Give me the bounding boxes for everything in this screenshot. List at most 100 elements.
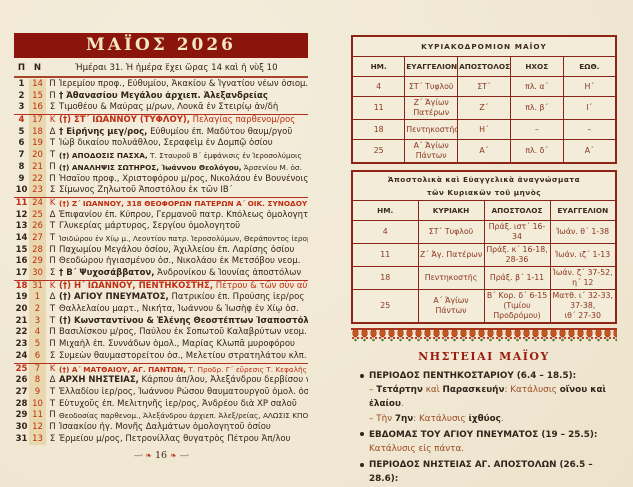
calendar-day-row: 13 26 Τ Γλυκερίας μάρτυρος, Σεργίου ὁμολογη… — [14, 221, 308, 233]
feast-name-rest: Πελαγίας παρθενομ/ρος — [189, 115, 296, 126]
weekday-letter: Π — [49, 79, 56, 89]
calendar-day-row: 10 23 Σ Σίμωνος Ζηλωτοῦ Ἀποστόλου ἐκ τῶν ΙΒ… — [14, 185, 308, 197]
old-style-date: 25 — [15, 363, 28, 374]
feast-text: (†) ΑΓΙΟΥ ΠΝΕΥΜΑΤΟΣ, Πατρικίου ἐπ. Προύσ… — [59, 292, 308, 304]
feast-text: (†) Κωνσταντίνου & Ἑλένης Θεοστέπτων Ἰσα… — [59, 316, 308, 328]
weekday-letter: Π — [49, 410, 56, 421]
calendar-day-row: 5 18 Δ † Εἰρήνης μεγ/ρος, Εὐθυμίου ἐπ. Μαδύ… — [14, 126, 308, 139]
feast-text: Ἐπιφανίου ἐπ. Κύπρου, Γερμανοῦ πατρ. Κπό… — [59, 210, 308, 222]
weekday-letter: Σ — [49, 350, 56, 361]
calendar-day-row: 8 21 Π (†) ΑΝΑΛΗΨΙΣ ΣΩΤΗΡΟΣ, Ἰωάννου Θεολόγ… — [14, 161, 308, 174]
weekday-letter: Τ — [49, 232, 56, 243]
old-style-date: 1 — [18, 79, 25, 89]
feast-name-rest: Βασιλίσκου μ/ρος, Παύλου ἐκ Σοπωτοῦ Καλα… — [59, 327, 307, 338]
floral-ornament-band-top — [351, 328, 617, 342]
footer-leaf-icon: ❧ — [145, 451, 152, 461]
page-number-left: —· ❧ 16 ❧ —· — [14, 450, 308, 461]
calendar-page: ΜΑΪΟΣ 2026 Π Ν Ἡμέραι 31. Ἡ ἡμέρα ἔχει ὥ… — [14, 33, 308, 487]
table-cell: Ἰωάν. ιζ΄ 1-13 — [549, 243, 617, 267]
fasting-section-title: ΝΗΣΤΕΙΑΙ ΜΑΪΟΥ — [418, 350, 550, 363]
table-cell: ΣΤ΄ Τυφλοῦ — [417, 220, 485, 244]
old-calendar-column-label: Π — [17, 62, 26, 73]
feast-name-bold: (†) Ζ΄ ΙΩΑΝΝΟΥ, 318 ΘΕΟΦΟΡΩΝ ΠΑΤΕΡΩΝ Α΄ … — [59, 198, 308, 208]
page-number-left-value: 16 — [154, 450, 168, 462]
weekday-letter: Κ — [49, 363, 56, 374]
old-style-date: 20 — [15, 304, 28, 315]
new-style-date: 20 — [29, 150, 46, 162]
feast-name-bold: (†) Η΄ ΙΩΑΝΝΟΥ, ΠΕΝΤΗΚΟΣΤΗΣ, — [59, 280, 214, 291]
new-style-date: 19 — [29, 138, 46, 151]
table-cell: 18 — [351, 266, 419, 290]
new-style-date: 1 — [29, 292, 46, 305]
old-style-date: 7 — [18, 150, 25, 161]
weekday-letter: Π — [49, 339, 56, 350]
feast-name-bold: (†) ΑΝΑΛΗΨΙΣ ΣΩΤΗΡΟΣ, Ἰωάννου Θεολόγου, — [59, 162, 242, 172]
table-column-header: ΗΜ. — [351, 56, 406, 77]
feast-name-rest: Ἐπιφανίου ἐπ. Κύπρου, Γερμανοῦ πατρ. Κπό… — [59, 209, 308, 220]
new-style-date: 5 — [29, 339, 46, 351]
fasting-rule-text: . — [400, 399, 404, 410]
fasting-rules-list: ΠΕΡΙΟΔΟΣ ΠΕΝΤΗΚΟΣΤΑΡΙΟΥ (6.4 – 18.5): – Τ… — [351, 369, 617, 487]
feast-text: Ἡσαΐου προφ., Χριστοφόρου μ/ρος, Νικολάο… — [59, 174, 308, 186]
feast-name-rest: Θεοδώρου ἡγιασμένου ὁσ., Νικολάου ἐκ Μετ… — [59, 256, 301, 267]
weekday-letter: Δ — [49, 209, 56, 220]
calendar-day-row: 7 20 Τ (†) ΑΠΟΔΟΣΙΣ ΠΑΣΧΑ, Τ. Σταυροῦ Β΄ ἐμ… — [14, 150, 308, 162]
new-style-date: 24 — [29, 197, 46, 210]
table-cell: Α΄ Ἁγίων Πάντων — [417, 289, 485, 324]
table-column-header: ΗΧΟΣ — [509, 56, 564, 77]
feast-text: Βασιλίσκου μ/ρος, Παύλου ἐκ Σοπωτοῦ Καλα… — [59, 327, 308, 339]
feast-text: (†) ΑΝΑΛΗΨΙΣ ΣΩΤΗΡΟΣ, Ἰωάννου Θεολόγου, … — [59, 162, 308, 174]
sunday-cycle-row: 18 Πεντηκοστῆς Η΄ – – — [351, 119, 617, 140]
feast-name-rest: Μιχαὴλ ἐπ. Συννάδων ὁμολ., Μαρίας Κλωπᾶ … — [59, 339, 295, 350]
feast-text: Ἰὼβ δικαίου πολυάθλου, Σεραφεὶμ ἐν Δομπῷ… — [59, 138, 308, 150]
feast-name-bold: † Ἀθανασίου Μεγάλου ἀρχιεπ. Ἀλεξανδρείας — [59, 90, 268, 101]
weekday-letter: Π — [49, 161, 56, 172]
fasting-section: ΠΕΡΙΟΔΟΣ ΝΗΣΤΕΙΑΣ ΑΓ. ΑΠΟΣΤΟΛΩΝ (26.5 – … — [359, 458, 617, 487]
fasting-rule-text: – — [369, 385, 377, 396]
calendar-day-row: 14 27 Τ Ἰσιδώρου ἐν Χίῳ μ., Λεοντίου πατρ. … — [14, 232, 308, 245]
feast-text: † Ἀθανασίου Μεγάλου ἀρχιεπ. Ἀλεξανδρείας — [59, 91, 308, 103]
new-style-date: 14 — [29, 79, 46, 91]
weekday-letter: Π — [49, 173, 56, 184]
feast-name-rest: Παχωμίου Μεγάλου ὁσίου, Ἀχιλλείου ἐπ. Λα… — [59, 244, 295, 255]
readings-title-line1: Ἀποστολικὰ καὶ Εὐαγγελικὰ ἀναγνώσματα — [387, 175, 581, 184]
weekday-letter: Π — [49, 421, 56, 432]
calendar-day-row: 28 10 Τ Εὐτυχοῦς ἐπ. Μελιτηνῆς ἱερ/ρος, Ἀνδ… — [14, 398, 308, 411]
table-cell: Α΄ Ἁγίων Πάντων — [404, 139, 459, 164]
readings-title: Ἀποστολικὰ καὶ Εὐαγγελικὰ ἀναγνώσματα τῶ… — [351, 170, 617, 201]
table-column-header: ΚΥΡΙΑΚΗ — [417, 200, 485, 221]
fasting-rule-bold: Παρασκευήν — [442, 385, 505, 396]
feast-name-bold: (†) ΑΠΟΔΟΣΙΣ ΠΑΣΧΑ, — [59, 151, 148, 161]
weekday-letter: Τ — [49, 386, 56, 397]
fasting-rule-bold: ἰχθύος — [468, 413, 501, 424]
weekday-letter: Δ — [49, 292, 56, 303]
table-cell: 4 — [351, 76, 406, 97]
feast-text: Γλυκερίας μάρτυρος, Σεργίου ὁμολογητοῦ — [59, 221, 308, 233]
footer-dash-icon: —· — [179, 451, 189, 461]
fasting-rule-line: – Τὴν 7ην: Κατάλυσις ἰχθύος. — [359, 412, 617, 426]
weekday-letter: Κ — [49, 115, 56, 126]
feast-name-rest: Ἀρσενίου Μ. ὁσ. — [241, 162, 302, 172]
fasting-rule-text: Κατάλυσις εἰς πάντα. — [369, 444, 465, 455]
weekday-letter: Σ — [49, 433, 56, 444]
calendar-day-row: 3 16 Σ Τιμοθέου & Μαύρας μ/ρων, Λουκᾶ ἐν Στ… — [14, 102, 308, 115]
fasting-rule-line: – Τετάρτην καὶ Παρασκευήν: Κατάλυσις οἴν… — [359, 383, 617, 411]
new-style-date: 18 — [29, 126, 46, 139]
new-calendar-column-label: Ν — [33, 62, 42, 73]
table-cell: Ἰωάν. ζ΄ 37-52, η΄ 12 — [549, 266, 617, 290]
readings-table: Ἀποστολικὰ καὶ Εὐαγγελικὰ ἀναγνώσματα τῶ… — [351, 170, 617, 324]
feast-text: Ἑλλαδίου ἱερ/ρος, Ἰωάννου Ρώσου θαυματου… — [59, 387, 308, 399]
sunday-reading-row: 4 ΣΤ΄ Τυφλοῦ Πράξ. ιστ΄ 16-34 Ἰωάν. θ΄ 1-38 — [351, 220, 617, 244]
new-style-date: 9 — [29, 386, 46, 399]
old-style-date: 23 — [15, 339, 28, 350]
sunday-reading-row: 18 Πεντηκοστῆς Πράξ. β΄ 1-11 Ἰωάν. ζ΄ 37-52… — [351, 266, 617, 290]
calendar-day-row: 25 7 Κ (†) Α΄ ΜΑΤΘΑΙΟΥ, ΑΓ. ΠΑΝΤΩΝ, Τ. Προδ… — [14, 362, 308, 376]
sunday-cycle-row: 25 Α΄ Ἁγίων Πάντων Α΄ πλ. δ΄ Α΄ — [351, 139, 617, 164]
old-style-date: 30 — [15, 421, 28, 432]
feast-name-rest: Θεοδοσίας παρθενομ., Ἀλεξάνδρου ἀρχιεπ. … — [59, 411, 308, 421]
calendar-day-row: 18 31 Κ (†) Η΄ ΙΩΑΝΝΟΥ, ΠΕΝΤΗΚΟΣΤΗΣ, Πέτρου… — [14, 279, 308, 293]
feast-name-rest: Ἡσαΐου προφ., Χριστοφόρου μ/ρος, Νικολάο… — [59, 173, 308, 184]
calendar-day-row: 21 3 Τ (†) Κωνσταντίνου & Ἑλένης Θεοστέπτων… — [14, 315, 308, 328]
calendar-day-row: 6 19 Τ Ἰὼβ δικαίου πολυάθλου, Σεραφεὶμ ἐν Δ… — [14, 138, 308, 151]
old-style-date: 21 — [15, 315, 28, 326]
